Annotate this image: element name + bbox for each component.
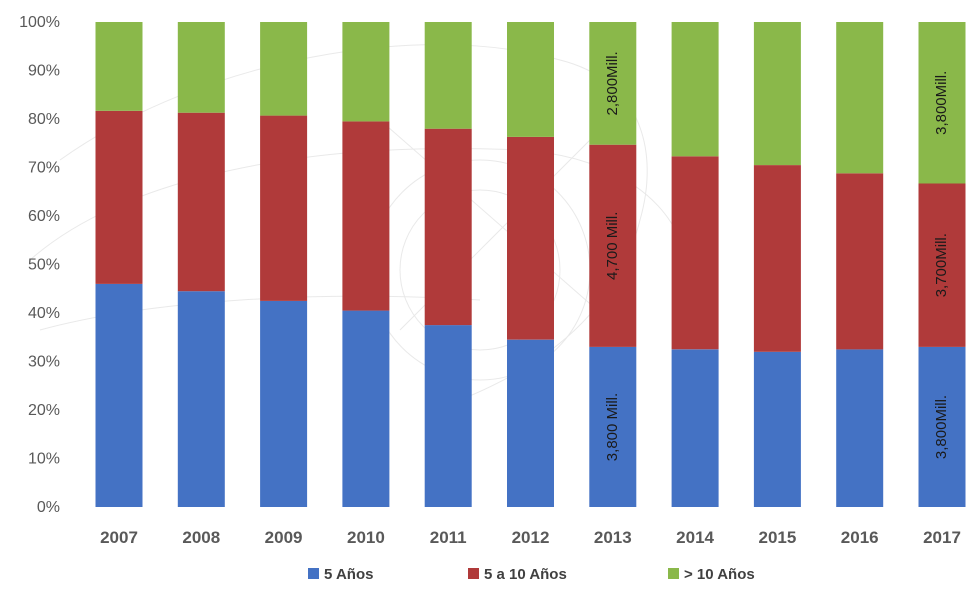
y-tick-label: 90% xyxy=(28,63,60,80)
bar-segment xyxy=(260,22,308,116)
bar-segment xyxy=(95,110,143,284)
y-axis: 0% 10% 20% 30% 40% 50% 60% 70% 80% 90% 100% xyxy=(19,14,60,516)
bar-segment xyxy=(424,22,472,129)
y-tick-label: 70% xyxy=(28,160,60,177)
bar-segment xyxy=(671,349,719,507)
bar-segment xyxy=(836,349,884,507)
x-tick-label: 2016 xyxy=(841,528,879,547)
bar-segment xyxy=(671,156,719,350)
y-tick-label: 0% xyxy=(37,499,60,516)
data-label: 3,800Mill. xyxy=(933,395,950,459)
bar-segment xyxy=(836,173,884,350)
x-tick-label: 2011 xyxy=(430,528,467,547)
bar-segment xyxy=(342,310,390,507)
x-tick-label: 2017 xyxy=(923,528,961,547)
data-label: 3,800 Mill. xyxy=(604,393,621,461)
bar-segment xyxy=(589,346,637,507)
bar-segment xyxy=(753,351,801,507)
data-label: 3,700Mill. xyxy=(933,233,950,297)
legend-label: > 10 Años xyxy=(684,566,755,583)
bar-segment xyxy=(507,339,554,507)
bar-segment xyxy=(507,22,554,137)
bar-segment xyxy=(424,325,472,507)
bar-segment xyxy=(95,22,143,111)
bar-segment xyxy=(753,22,801,166)
bar-segment xyxy=(589,22,637,145)
bar-segment xyxy=(260,300,308,507)
legend-swatch xyxy=(468,568,479,579)
y-tick-label: 30% xyxy=(28,354,60,371)
bar-segment xyxy=(589,144,637,347)
bar-segment xyxy=(918,346,966,507)
data-label: 2,800Mill. xyxy=(604,51,621,115)
bar-segment xyxy=(342,121,390,311)
x-axis: 2007 2008 2009 2010 2011 2012 2013 2014 2015 2016… xyxy=(100,528,961,547)
bar-segment xyxy=(424,128,472,326)
legend-swatch xyxy=(308,568,319,579)
bar-segment xyxy=(918,22,966,184)
bar-segment xyxy=(177,22,225,113)
bar-segment xyxy=(177,112,225,292)
legend-swatch xyxy=(668,568,679,579)
y-tick-label: 10% xyxy=(28,451,60,468)
bar-segment xyxy=(918,183,966,347)
x-tick-label: 2014 xyxy=(676,528,714,547)
x-tick-label: 2008 xyxy=(182,528,220,547)
data-label: 4,700 Mill. xyxy=(604,212,621,280)
y-tick-label: 100% xyxy=(19,14,60,31)
bar-segment xyxy=(671,22,719,157)
x-tick-label: 2007 xyxy=(100,528,138,547)
y-tick-label: 60% xyxy=(28,208,60,225)
bar-segment xyxy=(753,165,801,352)
x-tick-label: 2013 xyxy=(594,528,632,547)
data-label: 3,800Mill. xyxy=(933,71,950,135)
x-tick-label: 2009 xyxy=(265,528,303,547)
y-tick-label: 40% xyxy=(28,305,60,322)
legend-label: 5 Años xyxy=(324,566,373,583)
bar-segment xyxy=(836,22,884,174)
bar-segment xyxy=(177,291,225,507)
bar-segment xyxy=(95,283,143,507)
y-tick-label: 20% xyxy=(28,402,60,419)
y-tick-label: 50% xyxy=(28,257,60,274)
bar-segment xyxy=(260,115,308,301)
bar-segment xyxy=(342,22,390,122)
legend-label: 5 a 10 Años xyxy=(484,566,567,583)
x-tick-label: 2012 xyxy=(512,528,550,547)
y-tick-label: 80% xyxy=(28,111,60,128)
bar-segment xyxy=(507,136,554,340)
x-tick-label: 2010 xyxy=(347,528,385,547)
data-labels-group: 3,800 Mill. 4,700 Mill. 2,800Mill. 3,800Mil… xyxy=(604,51,950,461)
bars-group xyxy=(95,22,966,507)
legend: 5 Años 5 a 10 Años > 10 Años xyxy=(308,566,755,583)
x-tick-label: 2015 xyxy=(758,528,796,547)
